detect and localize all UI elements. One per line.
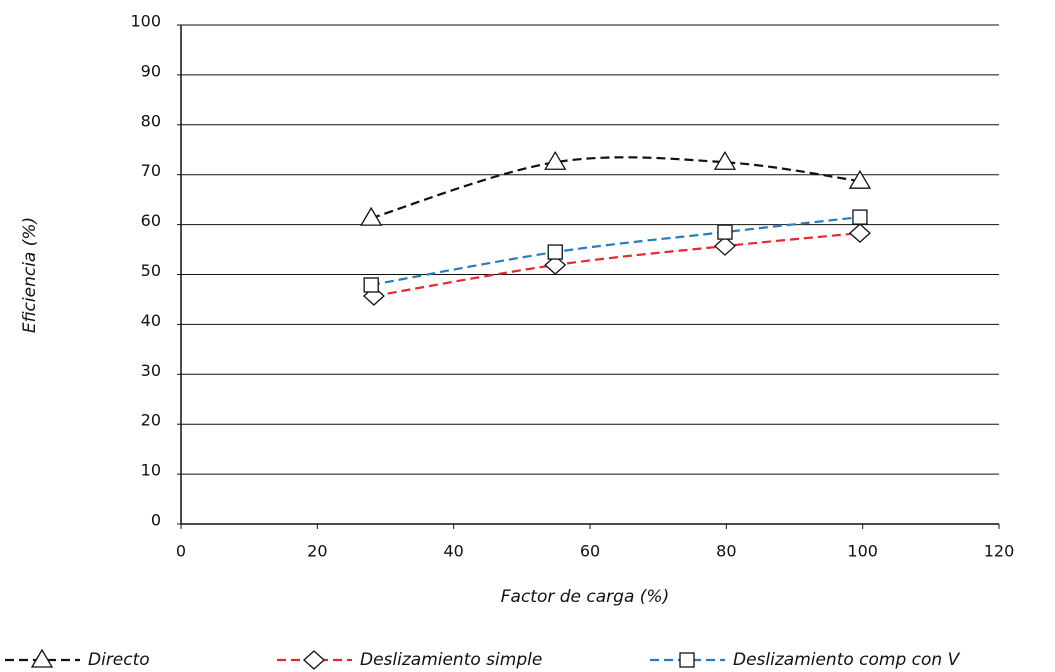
y-tick-label: 90 [141,61,161,80]
series-line [373,231,861,298]
y-tick-label: 10 [141,461,161,480]
marker [717,224,733,240]
x-tick-label: 20 [307,542,327,561]
marker [848,223,871,243]
legend-label: Directo [88,650,150,670]
series-line [370,156,861,220]
y-tick-label: 100 [130,12,161,31]
marker [713,236,736,256]
legend-item: Deslizamiento simple [277,650,542,670]
y-tick-label: 60 [141,211,161,230]
legend-label: Deslizamiento comp con V [733,650,961,670]
legend-item: Deslizamiento comp con V [650,650,961,670]
y-tick-label: 50 [141,261,161,280]
x-tick-label: 120 [984,542,1015,561]
y-axis-label: Eficiencia (%) [20,217,40,333]
x-axis-label: Factor de carga (%) [501,587,669,607]
y-tick-label: 80 [141,111,161,130]
marker [713,150,737,170]
x-tick-label: 0 [176,542,186,561]
x-tick-label: 40 [443,542,463,561]
y-tick-label: 30 [141,361,161,380]
marker [848,169,872,189]
marker [30,648,54,668]
marker [303,650,325,670]
y-tick-label: 40 [141,311,161,330]
marker [852,209,868,225]
y-tick-label: 0 [151,511,161,530]
marker [679,652,695,668]
y-tick-label: 70 [141,161,161,180]
x-tick-label: 80 [716,542,736,561]
marker [363,277,379,293]
legend-label: Deslizamiento simple [360,650,542,670]
marker [547,244,563,260]
series-line [370,216,861,287]
marker [544,150,567,170]
legend-item: Directo [5,648,150,670]
marker [544,255,567,275]
x-tick-label: 100 [847,542,878,561]
x-tick-label: 60 [580,542,600,561]
y-tick-label: 20 [141,411,161,430]
marker [360,206,383,226]
